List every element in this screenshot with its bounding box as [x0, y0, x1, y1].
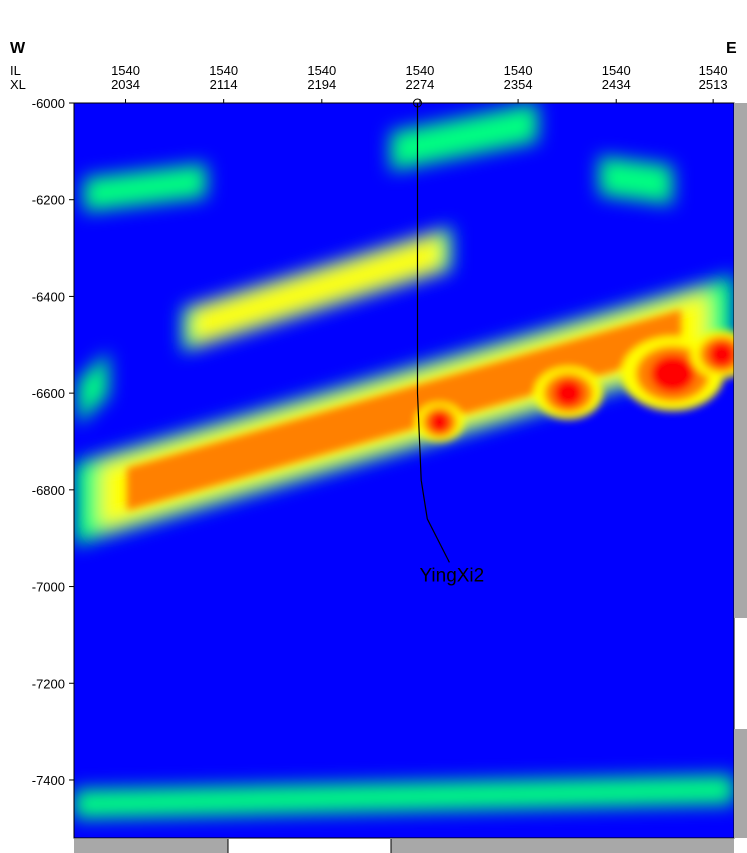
right-scroll-track-upper[interactable] [734, 103, 747, 618]
inline-row-label: IL [10, 63, 21, 78]
heatmap-core-layer [126, 309, 734, 511]
anomaly-top-left-patch [83, 163, 207, 212]
x-tick-inline-label: 1540 [111, 63, 140, 78]
x-tick-inline-label: 1540 [405, 63, 434, 78]
y-tick-label: -6800 [32, 483, 65, 498]
anomaly-hot-spot-3 [429, 411, 450, 434]
anomaly-top-right-patch [599, 156, 673, 205]
crossline-row-label: XL [10, 77, 26, 92]
well-trajectory[interactable]: YingXi2 [412, 98, 484, 587]
y-tick-label: -6400 [32, 289, 65, 304]
x-tick-crossline-label: 2354 [504, 77, 533, 92]
x-tick-inline-label: 1540 [699, 63, 728, 78]
y-tick-label: -7400 [32, 773, 65, 788]
well-path [416, 103, 450, 563]
x-tick-crossline-label: 2194 [307, 77, 336, 92]
x-tick-crossline-label: 2114 [210, 77, 238, 92]
anomaly-lower-band [126, 309, 682, 511]
y-tick-label: -7000 [32, 580, 65, 595]
well-head-marker [412, 98, 422, 108]
anomaly-upper-lens [192, 234, 442, 344]
bottom-scroll-track-right[interactable] [391, 839, 734, 853]
x-tick-crossline-label: 2034 [111, 77, 140, 92]
anomaly-hot-spot-1 [650, 355, 695, 393]
west-label: W [10, 40, 26, 57]
x-tick-crossline-label: 2434 [602, 77, 631, 92]
y-tick-label: -6200 [32, 193, 65, 208]
anomaly-top-center-patch [390, 103, 538, 171]
bottom-scroll-track-left[interactable] [74, 839, 228, 853]
x-tick-crossline-label: 2274 [405, 77, 434, 92]
x-tick-inline-label: 1540 [504, 63, 533, 78]
y-tick-label: -6600 [32, 386, 65, 401]
east-label: E [726, 40, 737, 57]
anomaly-hot-spot-2 [553, 379, 584, 407]
well-name-label: YingXi2 [419, 566, 484, 587]
y-axis-ticks: -6000 -6200 -6400 -6600 -6800 -7000 -7200 -7400 [32, 96, 74, 788]
x-tick-inline-label: 1540 [209, 63, 238, 78]
x-tick-inline-label: 1540 [307, 63, 336, 78]
x-tick-inline-label: 1540 [602, 63, 631, 78]
y-tick-label: -6000 [32, 96, 65, 111]
anomaly-bottom-band [74, 775, 734, 819]
anomaly-hot-spot-4 [708, 341, 734, 368]
x-axis-ticks: 1540203415402114154021941540227415402354… [111, 63, 728, 103]
right-scroll-track-lower[interactable] [734, 729, 747, 838]
anomaly-left-edge-lobe [77, 352, 109, 425]
y-tick-label: -7200 [32, 676, 65, 691]
x-tick-crossline-label: 2513 [699, 77, 728, 92]
